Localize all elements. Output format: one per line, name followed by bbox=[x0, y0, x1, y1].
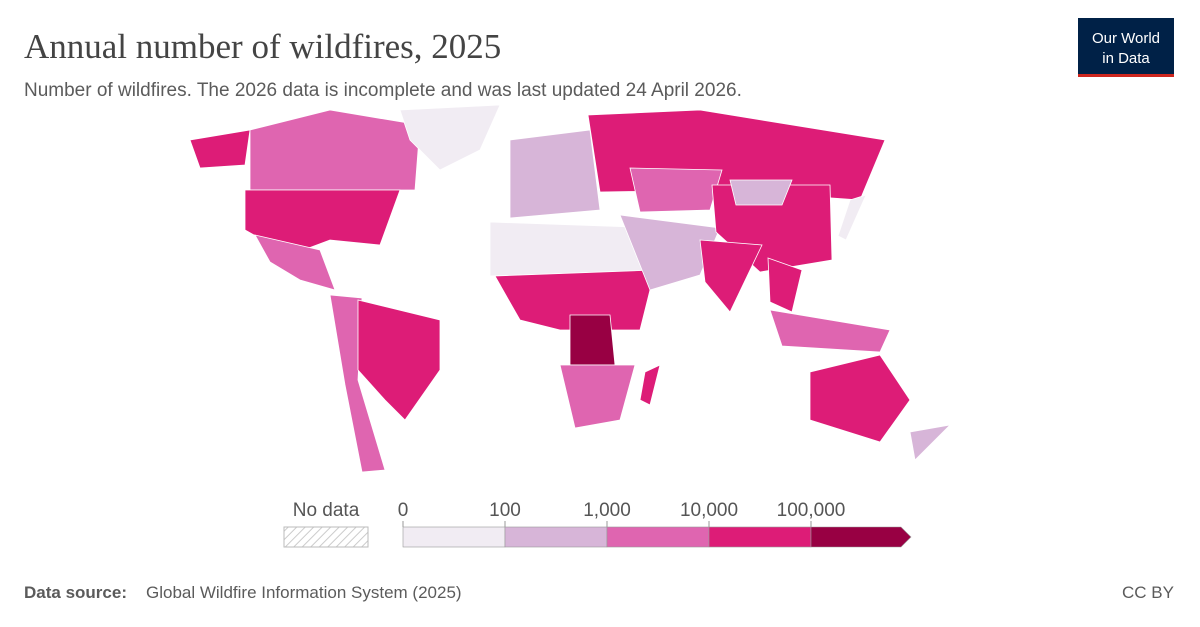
logo-box bbox=[1078, 18, 1174, 74]
region bbox=[559, 364, 636, 429]
region bbox=[329, 294, 386, 473]
source-label: Data source: bbox=[24, 583, 127, 602]
region bbox=[249, 109, 421, 191]
source: Global Wildfire Information System (2025… bbox=[146, 583, 462, 602]
region bbox=[629, 167, 723, 213]
legend-swatch bbox=[606, 526, 710, 548]
legend: 0 100 1,000 10,000 100,000 bbox=[398, 500, 912, 548]
region bbox=[189, 129, 251, 169]
logo-text: in Data bbox=[1102, 50, 1150, 67]
legend-swatch bbox=[810, 526, 912, 548]
legend-swatch bbox=[708, 526, 812, 548]
region bbox=[254, 234, 336, 291]
legend-swatch bbox=[504, 526, 608, 548]
legend-tick-label: 100,000 bbox=[777, 500, 846, 521]
logo-text: Our World bbox=[1092, 30, 1160, 47]
title: Annual number of wildfires, 2025 bbox=[24, 27, 501, 66]
region bbox=[357, 299, 441, 421]
region bbox=[767, 257, 803, 313]
region bbox=[509, 129, 601, 219]
subtitle: Number of wildfires. The 2026 data is in… bbox=[24, 80, 742, 101]
region bbox=[909, 424, 952, 461]
region bbox=[399, 104, 501, 171]
region bbox=[837, 194, 867, 241]
no-data-label: No data bbox=[293, 500, 360, 521]
no-data-swatch bbox=[283, 526, 369, 548]
world-map bbox=[189, 104, 952, 473]
legend-tick-label: 10,000 bbox=[680, 500, 738, 521]
region bbox=[699, 239, 763, 313]
legend-tick-label: 1,000 bbox=[583, 500, 631, 521]
logo-stripe bbox=[1078, 74, 1174, 77]
region bbox=[809, 354, 911, 443]
legend-tick-label: 0 bbox=[398, 500, 409, 521]
region bbox=[729, 179, 793, 206]
region bbox=[569, 314, 616, 366]
region bbox=[244, 189, 401, 256]
legend-swatch bbox=[402, 526, 506, 548]
logo: Our World in Data bbox=[1078, 18, 1174, 77]
license: CC BY bbox=[1122, 583, 1174, 602]
region bbox=[769, 309, 891, 353]
region bbox=[639, 364, 661, 406]
legend-tick-label: 100 bbox=[489, 500, 521, 521]
region bbox=[619, 214, 721, 291]
